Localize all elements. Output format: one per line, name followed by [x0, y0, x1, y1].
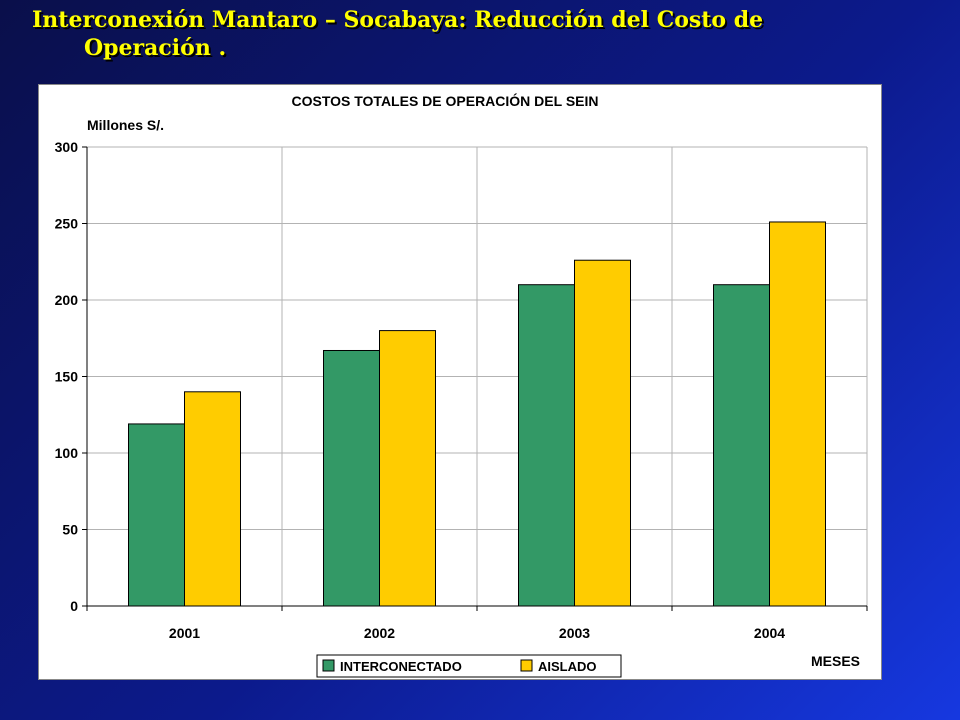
y-tick-label: 50 — [62, 522, 78, 538]
x-tick-label: 2001 — [169, 625, 200, 641]
y-tick-label: 250 — [55, 216, 79, 232]
bar-aislado-2003 — [574, 259, 631, 607]
legend: INTERCONECTADO AISLADO — [316, 654, 622, 678]
y-axis-label: Millones S/. — [87, 117, 164, 133]
y-tick-label: 300 — [55, 139, 79, 155]
y-tick-label: 200 — [55, 292, 79, 308]
slide-title-line-1: Interconexión Mantaro – Socabaya: Reducc… — [32, 7, 764, 33]
bar-interconectado-2001 — [128, 423, 185, 607]
legend-swatch-aislado — [520, 659, 533, 672]
y-tick-label: 100 — [55, 445, 79, 461]
bar-interconectado-2003 — [518, 284, 575, 607]
legend-label-interconectado: INTERCONECTADO — [340, 659, 462, 674]
bar-interconectado-2002 — [323, 349, 380, 607]
x-tick-label: 2002 — [364, 625, 395, 641]
y-tick-label: 0 — [70, 598, 78, 614]
x-tick-label: 2004 — [754, 625, 785, 641]
x-axis-label: MESES — [811, 653, 860, 669]
slide-title: Interconexión Mantaro – Socabaya: Reducc… — [32, 6, 912, 62]
chart-title: COSTOS TOTALES DE OPERACIÓN DEL SEIN — [291, 92, 598, 109]
slide-title-line-2: Operación . — [84, 35, 227, 61]
bar-interconectado-2004 — [713, 284, 770, 607]
y-tick-label: 150 — [55, 369, 79, 385]
bar-aislado-2001 — [184, 391, 241, 607]
legend-swatch-interconectado — [322, 659, 335, 672]
legend-box — [316, 654, 622, 678]
y-tick-labels: 0 50 100 150 200 250 300 — [55, 139, 79, 614]
bar-aislado-2002 — [379, 330, 436, 607]
bar-chart: COSTOS TOTALES DE OPERACIÓN DEL SEIN Mil… — [55, 92, 868, 678]
bar-aislado-2004 — [769, 221, 826, 607]
legend-label-aislado: AISLADO — [538, 659, 597, 674]
x-tick-label: 2003 — [559, 625, 590, 641]
axes — [82, 146, 868, 611]
x-tick-labels: 2001 2002 2003 2004 — [169, 625, 785, 641]
chart-panel: COSTOS TOTALES DE OPERACIÓN DEL SEIN Mil… — [38, 84, 882, 680]
